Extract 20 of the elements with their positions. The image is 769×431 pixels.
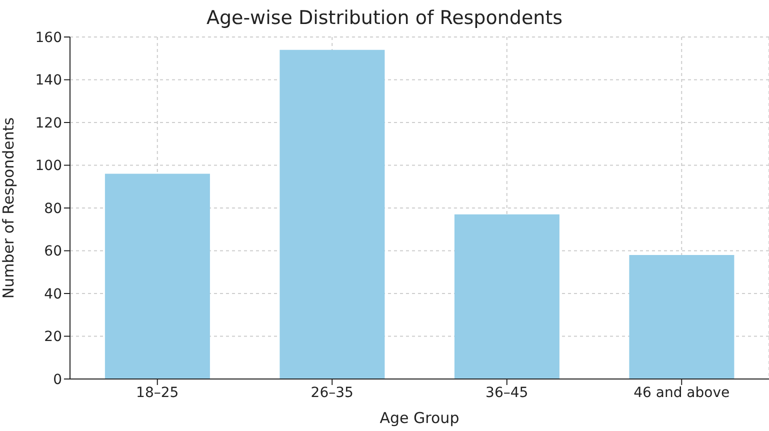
y-tick-label: 100 <box>35 158 62 174</box>
x-tick-label: 18–25 <box>136 384 179 401</box>
y-tick-label: 0 <box>53 372 62 388</box>
bar <box>629 255 734 379</box>
bar <box>454 214 560 379</box>
y-tick-label: 160 <box>35 30 62 46</box>
x-axis-title: Age Group <box>380 409 460 427</box>
y-tick-label: 40 <box>44 286 62 302</box>
y-axis-title: Number of Respondents <box>0 117 18 299</box>
y-tick-label: 60 <box>44 244 62 260</box>
bar <box>280 50 385 379</box>
y-tick-label: 120 <box>35 115 62 132</box>
x-tick-label: 26–35 <box>310 384 354 401</box>
bar <box>104 174 210 379</box>
x-tick-label: 36–45 <box>486 384 528 401</box>
y-tick-label: 140 <box>35 72 62 89</box>
y-tick-label: 80 <box>44 200 62 217</box>
y-tick-label: 20 <box>44 329 62 346</box>
x-tick-label: 46 and above <box>634 384 730 401</box>
chart-title: Age-wise Distribution of Respondents <box>205 6 564 29</box>
